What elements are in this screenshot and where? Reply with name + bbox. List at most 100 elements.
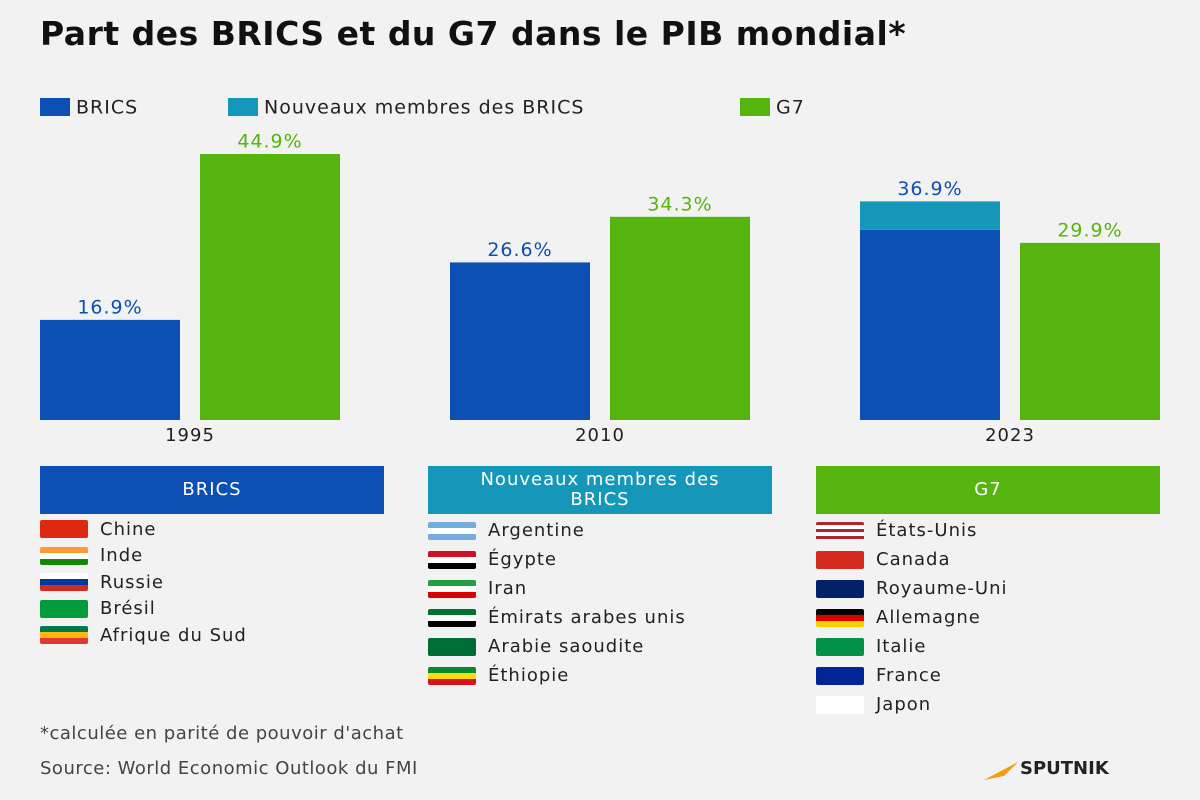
flag-stripe bbox=[40, 552, 88, 559]
value-label: 44.9% bbox=[237, 131, 302, 153]
country-name: Arabie saoudite bbox=[488, 636, 645, 657]
country-row: Émirats arabes unis bbox=[428, 603, 772, 632]
flag bbox=[428, 637, 476, 656]
flag-stripe bbox=[816, 528, 864, 533]
country-row: Afrique du Sud bbox=[40, 622, 384, 649]
flag bbox=[40, 520, 88, 539]
flag bbox=[428, 579, 476, 598]
flag bbox=[816, 608, 864, 627]
flag-stripe bbox=[428, 591, 476, 598]
flag-stripe bbox=[816, 525, 864, 529]
flag-stripe bbox=[428, 637, 476, 656]
flag bbox=[40, 599, 88, 618]
country-name: Japon bbox=[876, 694, 932, 715]
flag-stripe bbox=[40, 546, 88, 553]
country-row: Italie bbox=[816, 632, 1160, 661]
flag-stripe bbox=[816, 535, 864, 540]
country-row: Allemagne bbox=[816, 603, 1160, 632]
flag bbox=[40, 546, 88, 565]
country-row: Éthiopie bbox=[428, 661, 772, 690]
country-name: Iran bbox=[488, 578, 528, 599]
country-row: Japon bbox=[816, 690, 1160, 719]
flag-stripe bbox=[428, 579, 476, 586]
country-row: Canada bbox=[816, 545, 1160, 574]
flag bbox=[816, 521, 864, 540]
bar bbox=[860, 229, 1000, 420]
brand: SPUTNIK bbox=[1020, 758, 1109, 779]
flag bbox=[816, 550, 864, 569]
x-tick-label: 2023 bbox=[985, 425, 1035, 446]
flag-stripe bbox=[428, 666, 476, 673]
country-row: États-Unis bbox=[816, 516, 1160, 545]
flag bbox=[816, 637, 864, 656]
flag-stripe bbox=[428, 562, 476, 569]
country-name: Allemagne bbox=[876, 607, 981, 628]
country-name: Italie bbox=[876, 636, 927, 657]
flag-stripe bbox=[816, 550, 864, 569]
flag-stripe bbox=[816, 620, 864, 627]
country-name: Éthiopie bbox=[488, 665, 570, 686]
flag bbox=[40, 626, 88, 645]
member-header: Nouveaux membres des BRICS bbox=[428, 466, 772, 514]
total-label: 36.9% bbox=[897, 178, 962, 200]
country-row: France bbox=[816, 661, 1160, 690]
flag-stripe bbox=[428, 608, 476, 615]
member-list: États-Unis Canada Royaume-Uni Allemagne Ital… bbox=[816, 516, 1160, 719]
flag-stripe bbox=[816, 614, 864, 621]
value-label: 26.6% bbox=[487, 239, 552, 261]
flag-stripe bbox=[816, 666, 864, 685]
flag-stripe bbox=[40, 585, 88, 592]
country-name: France bbox=[876, 665, 942, 686]
member-column: Nouveaux membres des BRICS Argentine Égypt… bbox=[428, 466, 772, 690]
chart: BRICS Nouveaux membres des BRICS G7 1995 16.… bbox=[40, 97, 1160, 446]
flag bbox=[428, 521, 476, 540]
x-tick-label: 1995 bbox=[165, 425, 215, 446]
value-label: 34.3% bbox=[647, 193, 712, 215]
legend-label: BRICS bbox=[76, 97, 138, 119]
member-list: Chine Inde Russie Brésil Afrique du Sud bbox=[40, 516, 384, 649]
flag-stripe bbox=[40, 626, 88, 633]
value-label: 16.9% bbox=[77, 296, 142, 318]
flag-stripe bbox=[428, 527, 476, 534]
country-name: Royaume-Uni bbox=[876, 578, 1008, 599]
chart-title: Part des BRICS et du G7 dans le PIB mond… bbox=[40, 14, 907, 53]
flag-stripe bbox=[40, 520, 88, 539]
member-list: Argentine Égypte Iran Émirats arabes unis Ar… bbox=[428, 516, 772, 690]
flag-stripe bbox=[816, 521, 864, 526]
flag-stripe bbox=[40, 558, 88, 565]
flag bbox=[428, 666, 476, 685]
flag-stripe bbox=[816, 532, 864, 536]
legend-swatch bbox=[228, 98, 258, 116]
legend-swatch bbox=[740, 98, 770, 116]
flag-stripe bbox=[816, 579, 864, 598]
x-tick-label: 2010 bbox=[575, 425, 625, 446]
flag bbox=[816, 695, 864, 714]
flag-stripe bbox=[428, 620, 476, 627]
country-name: Brésil bbox=[100, 598, 156, 620]
country-row: Brésil bbox=[40, 596, 384, 623]
bar bbox=[200, 154, 340, 420]
country-row: Égypte bbox=[428, 545, 772, 574]
country-name: Égypte bbox=[488, 549, 558, 570]
country-name: Afrique du Sud bbox=[100, 624, 247, 646]
country-name: Inde bbox=[100, 545, 144, 567]
bar bbox=[40, 319, 180, 420]
flag bbox=[816, 666, 864, 685]
flag-stripe bbox=[816, 637, 864, 656]
member-header: BRICS bbox=[40, 466, 384, 514]
country-row: Arabie saoudite bbox=[428, 632, 772, 661]
country-name: Chine bbox=[100, 518, 157, 540]
bar bbox=[1020, 242, 1160, 420]
bar bbox=[610, 216, 750, 420]
country-name: Argentine bbox=[488, 520, 585, 541]
flag bbox=[40, 573, 88, 592]
flag-stripe bbox=[428, 585, 476, 592]
legend-label: Nouveaux membres des BRICS bbox=[264, 97, 584, 119]
flag-stripe bbox=[428, 533, 476, 540]
flag-stripe bbox=[428, 521, 476, 528]
flag-stripe bbox=[816, 608, 864, 615]
flag-stripe bbox=[40, 599, 88, 618]
source: Source: World Economic Outlook du FMI bbox=[40, 758, 418, 779]
country-name: États-Unis bbox=[876, 520, 978, 541]
